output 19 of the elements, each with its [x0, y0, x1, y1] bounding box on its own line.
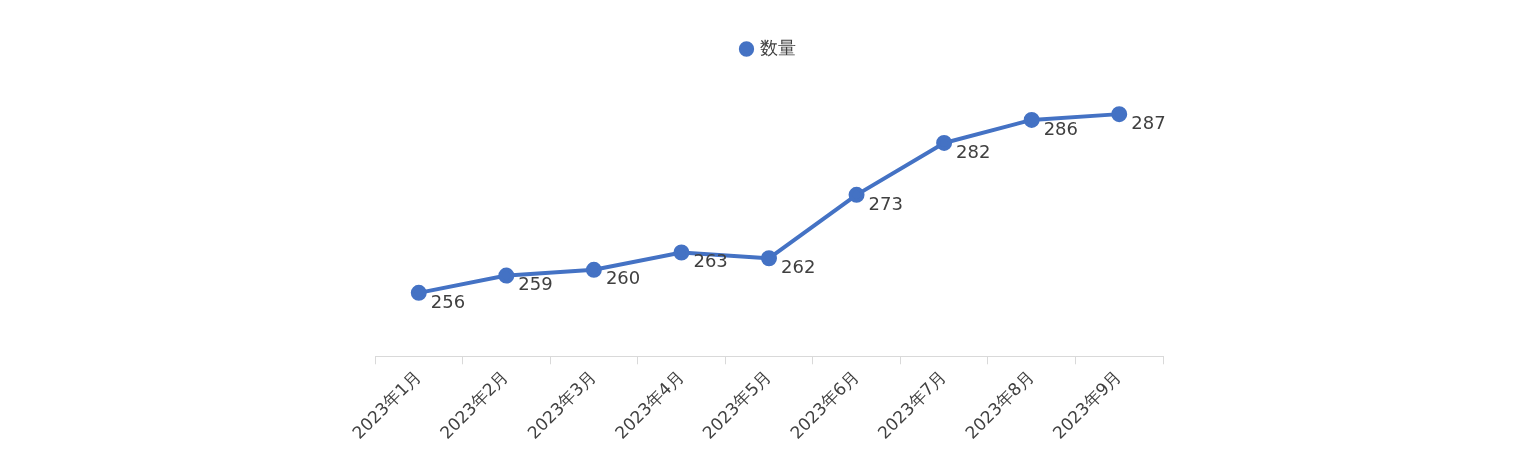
- data-label: 256: [430, 290, 466, 312]
- point: [585, 261, 602, 278]
- data-label: 287: [1131, 111, 1166, 133]
- point: [761, 250, 777, 267]
- data-label: 286: [1043, 117, 1079, 139]
- point: [1111, 106, 1128, 123]
- data-label: 262: [781, 255, 816, 277]
- point: [1023, 111, 1040, 128]
- point: [410, 284, 427, 301]
- data-label: 259: [518, 273, 553, 295]
- data-label: 282: [956, 140, 991, 162]
- point: [848, 186, 865, 203]
- data-label: 273: [868, 192, 903, 214]
- data-label: 263: [693, 250, 728, 272]
- data-label: 260: [605, 267, 641, 289]
- point: [498, 267, 515, 284]
- point: [936, 134, 953, 151]
- point: [673, 244, 690, 261]
- legend-label: 数量: [759, 36, 796, 58]
